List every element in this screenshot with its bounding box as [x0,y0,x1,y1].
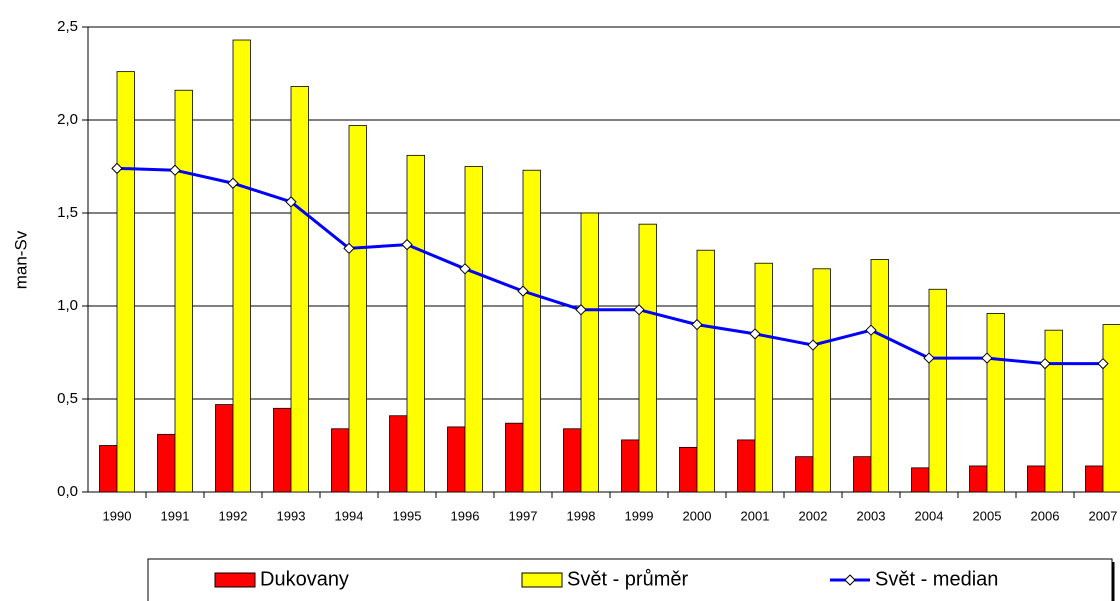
bar [638,223,657,493]
marker [575,304,587,316]
bar [348,125,367,493]
y-tick-label: 2,5 [57,18,78,35]
y-tick-label: 1,0 [57,297,78,314]
marker [111,162,123,175]
bar [505,422,524,493]
legend-swatch [214,572,256,588]
bar [911,467,930,493]
bar [1085,465,1104,493]
bar [853,456,872,493]
bar [447,426,466,493]
y-tick-label: 2,0 [57,111,78,128]
legend-box [147,558,1113,601]
marker [343,242,355,255]
marker [517,285,529,297]
legend-label: Svět - median [875,568,998,590]
marker [807,339,819,351]
y-tick-label: 0,5 [57,390,78,407]
bar [870,259,889,493]
marker [401,238,413,251]
bar [1027,465,1046,493]
marker [285,196,297,208]
bar [580,212,599,493]
y-tick-label: 1,5 [57,204,78,221]
marker [459,263,471,275]
line [116,166,1103,366]
bar [232,39,251,493]
bar [522,169,541,493]
bar [157,433,176,493]
bar [812,268,831,493]
bar [928,288,947,493]
bar [563,428,582,493]
bar [986,313,1005,493]
bar [1044,329,1063,493]
x-tick-label: 2006 [1031,508,1060,523]
bar [116,71,135,493]
legend-label: Dukovany [260,568,349,590]
x-tick-label: 2005 [973,508,1002,523]
x-tick-label: 1998 [567,508,596,523]
x-tick-label: 1992 [219,508,248,523]
bar [174,89,193,493]
x-tick-label: 1997 [509,508,538,523]
bar [679,446,698,493]
bar [290,86,309,493]
marker [1097,357,1109,370]
bar [331,428,350,493]
marker [749,328,761,340]
legend-label: Svět - průměr [567,568,688,590]
bar [406,154,425,493]
bar [621,439,640,493]
bar [99,445,118,493]
x-tick-label: 2000 [683,508,712,523]
legend-swatch [521,572,563,588]
bar [273,407,292,493]
x-tick-label: 1994 [335,508,364,523]
marker [1039,357,1051,370]
y-axis-label: man-Sv [11,230,30,289]
marker [923,352,935,364]
marker [633,304,645,316]
x-tick-label: 2001 [741,508,770,523]
x-tick-label: 2002 [799,508,828,523]
bar [389,415,408,493]
y-tick-label: 0,0 [57,483,78,500]
marker [865,324,877,336]
marker [227,177,239,189]
marker [981,352,993,364]
bar [464,166,483,493]
x-tick-label: 2004 [915,508,944,523]
bar [215,404,234,493]
bar [969,465,988,493]
x-tick-label: 2003 [857,508,886,523]
x-tick-label: 2007 [1089,508,1118,523]
bar [754,262,773,493]
bar [696,249,715,493]
x-tick-label: 1993 [277,508,306,523]
marker [169,164,181,176]
x-tick-label: 1999 [625,508,654,523]
x-tick-label: 1995 [393,508,422,523]
legend-marker [844,574,856,586]
x-tick-label: 1996 [451,508,480,523]
x-tick-label: 1991 [161,508,190,523]
x-tick-label: 1990 [103,508,132,523]
marker [691,318,703,331]
bar [795,456,814,493]
bar [1102,324,1120,493]
bar [737,439,756,493]
